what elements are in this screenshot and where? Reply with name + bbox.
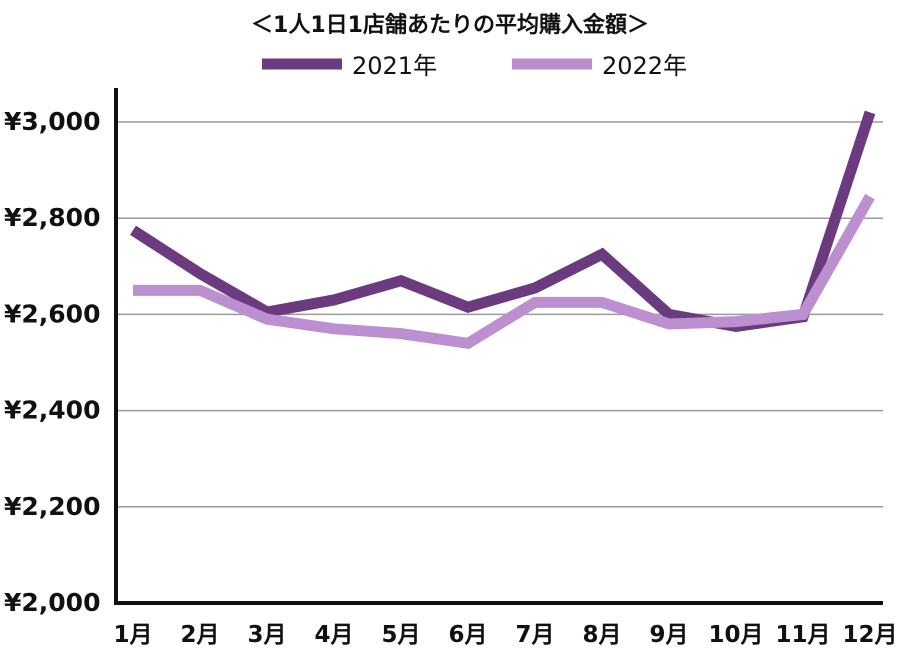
series-lines bbox=[130, 110, 876, 349]
y-tick-label: ¥2,200 bbox=[4, 492, 100, 521]
series-line-2021 bbox=[130, 110, 876, 332]
x-tick-label: 5月 bbox=[381, 622, 420, 648]
x-tick-label: 12月 bbox=[842, 622, 897, 648]
x-axis-ticks: 1月 2月 3月 4月 5月 6月 7月 8月 9月 10月 11月 12月 bbox=[113, 622, 897, 648]
x-tick-label: 7月 bbox=[515, 622, 554, 648]
chart-legend: 2021年 2022年 bbox=[262, 52, 687, 80]
x-tick-label: 2月 bbox=[180, 622, 219, 648]
x-tick-label: 4月 bbox=[314, 622, 353, 648]
y-tick-label: ¥2,000 bbox=[4, 588, 100, 617]
x-tick-label: 6月 bbox=[448, 622, 487, 648]
legend-label-2022: 2022年 bbox=[602, 52, 687, 80]
y-tick-label: ¥2,400 bbox=[4, 396, 100, 425]
x-tick-label: 1月 bbox=[113, 622, 152, 648]
y-tick-label: ¥3,000 bbox=[4, 107, 100, 136]
y-tick-label: ¥2,600 bbox=[4, 299, 100, 328]
chart-title: ＜1人1日1店舗あたりの平均購入金額＞ bbox=[251, 12, 649, 38]
x-tick-label: 9月 bbox=[649, 622, 688, 648]
x-tick-label: 10月 bbox=[708, 622, 763, 648]
y-axis-ticks: ¥2,000 ¥2,200 ¥2,400 ¥2,600 ¥2,800 ¥3,000 bbox=[4, 107, 100, 617]
legend-label-2021: 2021年 bbox=[352, 52, 437, 80]
x-tick-label: 11月 bbox=[775, 622, 830, 648]
x-tick-label: 3月 bbox=[247, 622, 286, 648]
series-line-2022 bbox=[133, 193, 875, 349]
y-tick-label: ¥2,800 bbox=[4, 203, 100, 232]
x-tick-label: 8月 bbox=[582, 622, 621, 648]
